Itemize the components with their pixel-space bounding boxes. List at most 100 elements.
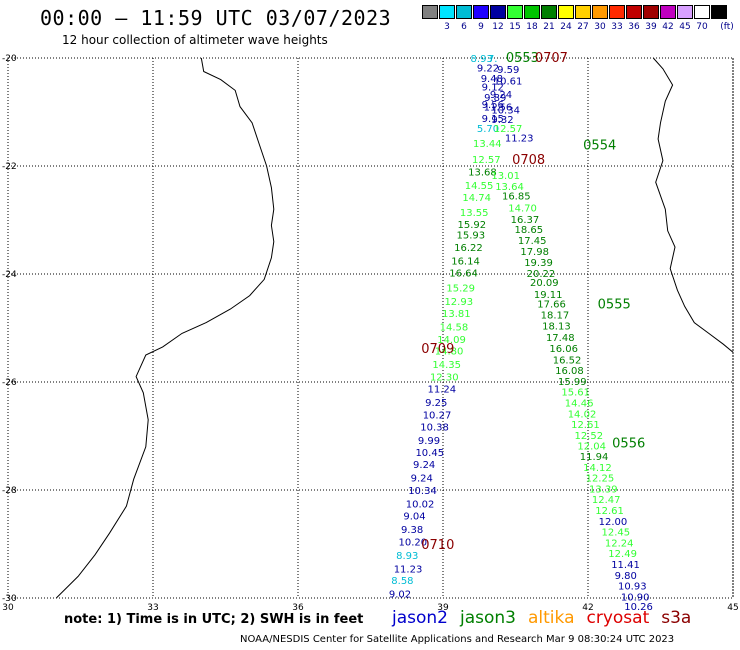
wave-height-value: 7. (488, 54, 498, 65)
wave-height-value: 9.48 (481, 74, 503, 85)
map-title: 00:00 – 11:59 UTC 03/07/2023 (40, 6, 392, 30)
wave-height-value: 9.15 (482, 114, 504, 125)
pass-number-label: 0554 (583, 138, 616, 153)
lat-tick-label: -28 (2, 486, 17, 496)
wave-height-value: 15.61 (561, 388, 590, 399)
legend-label: 24 (560, 22, 572, 32)
wave-height-value: 11.23 (505, 133, 534, 144)
wave-height-value: 12.93 (444, 297, 473, 308)
wave-height-value: 12.52 (574, 431, 603, 442)
lon-tick-label: 39 (437, 603, 449, 613)
map-subtitle: 12 hour collection of altimeter wave hei… (62, 33, 328, 47)
satellite-name: altika (528, 608, 575, 628)
wave-height-value: 16.85 (502, 192, 531, 203)
wave-height-value: 9.38 (401, 525, 423, 536)
legend-label: 36 (628, 22, 640, 32)
lon-tick-label: 33 (147, 603, 158, 613)
legend-label: 30 (594, 22, 606, 32)
wave-height-value: 16.22 (454, 243, 483, 254)
legend-label: 33 (611, 22, 623, 32)
legend-swatch (558, 5, 574, 19)
wave-height-value: 12.57 (494, 124, 523, 135)
wave-height-value: 10.34 (408, 486, 437, 497)
pass-number-label: 0710 (421, 538, 454, 553)
lon-tick-label: 36 (292, 603, 304, 613)
wave-height-value: 14.12 (583, 463, 612, 474)
wave-height-value: 16.08 (555, 366, 584, 377)
wave-height-value: 16.14 (451, 257, 480, 268)
wave-height-value: 9.02 (389, 590, 411, 601)
wave-height-value: 13.39 (589, 484, 618, 495)
legend-swatch (592, 5, 608, 19)
lat-tick-label: -24 (2, 270, 17, 280)
wave-height-value: 10.90 (621, 592, 650, 603)
footer-note: note: 1) Time is in UTC; 2) SWH is in fe… (64, 612, 364, 627)
satellite-legend: jason2 jason3 altika cryosat s3a (392, 608, 703, 628)
wave-height-value: 17.45 (518, 236, 547, 247)
wave-height-value: 15.92 (458, 220, 487, 231)
satellite-name: jason2 (392, 608, 448, 628)
wave-height-value: 9.59 (497, 65, 519, 76)
wave-height-value: 12.61 (571, 420, 600, 431)
africa-coastline (55, 57, 275, 599)
lat-tick-label: -26 (2, 378, 17, 388)
legend-label: 70 (696, 22, 708, 32)
wave-height-value: 10.38 (420, 422, 449, 433)
wave-height-value: 5.70 (477, 124, 499, 135)
wave-height-value: 17.48 (546, 333, 575, 344)
pass-number-label: 0553 (506, 51, 539, 66)
wave-height-value: 9.25 (425, 398, 447, 409)
wave-height-value: 20.22 (527, 269, 556, 280)
wave-height-value: 18.13 (542, 321, 571, 332)
wave-height-value: 10.27 (423, 410, 452, 421)
pass-number-label: 0708 (512, 153, 545, 168)
wave-height-value: 10.20 (399, 537, 428, 548)
pass-number-label: 0556 (612, 436, 645, 451)
wave-height-value: 10.02 (406, 500, 435, 511)
wave-height-value: 9.80 (615, 571, 637, 582)
wave-height-value: 16.64 (449, 268, 478, 279)
wave-height-value: 12.00 (599, 517, 628, 528)
wave-height-value: 16.37 (511, 215, 540, 226)
wave-height-value: 10.45 (415, 448, 444, 459)
wave-height-value: 9.24 (413, 460, 435, 471)
wave-height-value: 14.09 (437, 335, 466, 346)
wave-height-value: 8.93 (471, 54, 493, 65)
satellite-name: jason3 (460, 608, 516, 628)
wave-height-value: 13.01 (491, 171, 520, 182)
legend-label: 3 (444, 22, 450, 32)
pass-number-label: 0707 (535, 51, 568, 66)
wave-height-value: 15.93 (457, 231, 486, 242)
wave-height-value: 9.56 (482, 100, 504, 111)
wave-height-value: 16.06 (549, 344, 578, 355)
madagascar-coastline (652, 57, 734, 353)
legend-swatch (626, 5, 642, 19)
legend-swatch (473, 5, 489, 19)
wave-height-value: 9.89 (484, 93, 506, 104)
legend-label: 18 (526, 22, 538, 32)
wave-height-value: 11.41 (611, 560, 640, 571)
wave-height-value: 8.58 (391, 576, 413, 587)
wave-height-value: 19.39 (524, 258, 553, 269)
legend-label: 15 (509, 22, 521, 32)
wave-height-value: 8.93 (396, 551, 418, 562)
wave-height-value: 9.24 (411, 474, 433, 485)
wave-height-value: 18.17 (541, 311, 570, 322)
wave-height-value: 12.04 (577, 442, 606, 453)
legend-label: 39 (645, 22, 657, 32)
legend-label: 12 (492, 22, 504, 32)
wave-height-value: 14.58 (440, 322, 469, 333)
legend-label: 9 (478, 22, 484, 32)
wave-height-value: 14.46 (565, 399, 594, 410)
wave-height-value: 12.25 (586, 474, 615, 485)
legend-label: 27 (577, 22, 589, 32)
pass-number-label: 0555 (598, 298, 631, 313)
pass-number-label: 0709 (421, 342, 454, 357)
lat-tick-label: -30 (2, 594, 17, 604)
wave-height-value: 17.98 (520, 247, 549, 258)
legend-unit: (ft) (720, 22, 734, 32)
legend-swatch (677, 5, 693, 19)
legend-swatch (524, 5, 540, 19)
legend-label: 42 (662, 22, 674, 32)
